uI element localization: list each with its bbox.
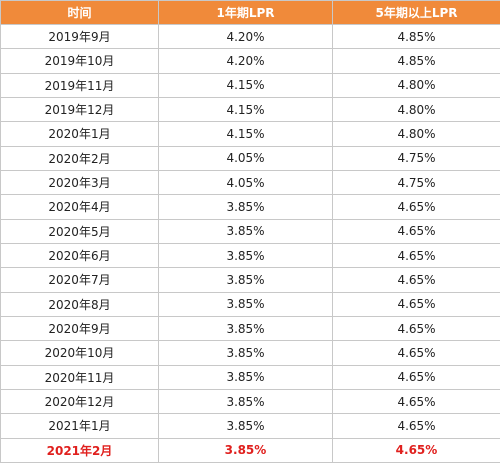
- table-cell: 2020年7月: [0, 267, 159, 293]
- table-cell: 2020年12月: [0, 388, 159, 415]
- table-cell: 3.85%: [158, 340, 333, 366]
- table-cell: 4.80%: [332, 72, 500, 98]
- table-body: 2019年9月 4.20% 4.85% 2019年10月 4.20% 4.85% 2019年…: [0, 23, 500, 463]
- table-cell: 3.85%: [158, 267, 333, 293]
- table-cell: 2021年1月: [0, 413, 159, 439]
- table-cell: 4.65%: [332, 218, 500, 244]
- table-cell: 3.85%: [158, 364, 333, 390]
- header-cell: 1年期LPR: [158, 0, 333, 25]
- table-cell: 3.85%: [158, 194, 333, 220]
- table-cell: 2019年12月: [0, 96, 159, 123]
- table-row: 2021年2月 3.85% 4.65%: [0, 437, 500, 463]
- header-row: 时间 1年期LPR 5年期以上LPR: [0, 0, 500, 25]
- table-cell: 2020年4月: [0, 194, 159, 220]
- table-cell: 2020年3月: [0, 169, 159, 196]
- table-row: 2020年7月 3.85% 4.65%: [0, 267, 500, 293]
- table-cell: 4.85%: [332, 23, 500, 50]
- table-cell: 3.85%: [158, 388, 333, 415]
- table-cell: 4.65%: [332, 340, 500, 366]
- table-cell: 4.20%: [158, 48, 333, 74]
- table-cell: 3.85%: [158, 242, 333, 269]
- table-cell: 4.85%: [332, 48, 500, 74]
- table-cell: 4.15%: [158, 72, 333, 98]
- table-cell: 4.05%: [158, 145, 333, 171]
- table-cell: 4.75%: [332, 169, 500, 196]
- table-cell: 4.20%: [158, 23, 333, 50]
- table-cell: 4.65%: [332, 291, 500, 317]
- table-cell: 4.65%: [332, 315, 500, 342]
- table-cell: 3.85%: [158, 315, 333, 342]
- table-cell: 2020年1月: [0, 121, 159, 147]
- table-cell: 4.65%: [332, 364, 500, 390]
- table-cell: 2019年9月: [0, 23, 159, 50]
- table-row: 2019年11月 4.15% 4.80%: [0, 72, 500, 98]
- table-cell: 4.15%: [158, 121, 333, 147]
- table-cell: 3.85%: [158, 437, 333, 463]
- table-cell: 3.85%: [158, 218, 333, 244]
- table-cell: 2020年9月: [0, 315, 159, 342]
- table-cell: 4.15%: [158, 96, 333, 123]
- header-cell: 5年期以上LPR: [332, 0, 500, 25]
- table-row: 2020年12月 3.85% 4.65%: [0, 388, 500, 415]
- table-cell: 2020年5月: [0, 218, 159, 244]
- table-cell: 3.85%: [158, 413, 333, 439]
- table-cell: 3.85%: [158, 291, 333, 317]
- table-cell: 4.05%: [158, 169, 333, 196]
- header-cell: 时间: [0, 0, 159, 25]
- table-row: 2020年5月 3.85% 4.65%: [0, 218, 500, 244]
- table-row: 2020年2月 4.05% 4.75%: [0, 145, 500, 171]
- table-cell: 2020年10月: [0, 340, 159, 366]
- table-row: 2020年8月 3.85% 4.65%: [0, 291, 500, 317]
- table-cell: 4.80%: [332, 96, 500, 123]
- table-row: 2019年12月 4.15% 4.80%: [0, 96, 500, 123]
- table-cell: 4.65%: [332, 194, 500, 220]
- table-cell: 2021年2月: [0, 437, 159, 463]
- table-cell: 4.65%: [332, 437, 500, 463]
- table-cell: 4.75%: [332, 145, 500, 171]
- table-row: 2020年9月 3.85% 4.65%: [0, 315, 500, 342]
- table-cell: 2020年2月: [0, 145, 159, 171]
- table-cell: 4.65%: [332, 413, 500, 439]
- table-cell: 2020年6月: [0, 242, 159, 269]
- table-cell: 2019年10月: [0, 48, 159, 74]
- table-cell: 4.80%: [332, 121, 500, 147]
- table-cell: 2020年8月: [0, 291, 159, 317]
- table-row: 2021年1月 3.85% 4.65%: [0, 413, 500, 439]
- table-row: 2020年1月 4.15% 4.80%: [0, 121, 500, 147]
- table-cell: 2020年11月: [0, 364, 159, 390]
- table-row: 2020年11月 3.85% 4.65%: [0, 364, 500, 390]
- table-cell: 4.65%: [332, 242, 500, 269]
- table-row: 2019年9月 4.20% 4.85%: [0, 23, 500, 50]
- table-cell: 4.65%: [332, 388, 500, 415]
- table-row: 2020年10月 3.85% 4.65%: [0, 340, 500, 366]
- table-row: 2020年6月 3.85% 4.65%: [0, 242, 500, 269]
- table-cell: 4.65%: [332, 267, 500, 293]
- table-row: 2019年10月 4.20% 4.85%: [0, 48, 500, 74]
- table-row: 2020年4月 3.85% 4.65%: [0, 194, 500, 220]
- table-cell: 2019年11月: [0, 72, 159, 98]
- table-row: 2020年3月 4.05% 4.75%: [0, 169, 500, 196]
